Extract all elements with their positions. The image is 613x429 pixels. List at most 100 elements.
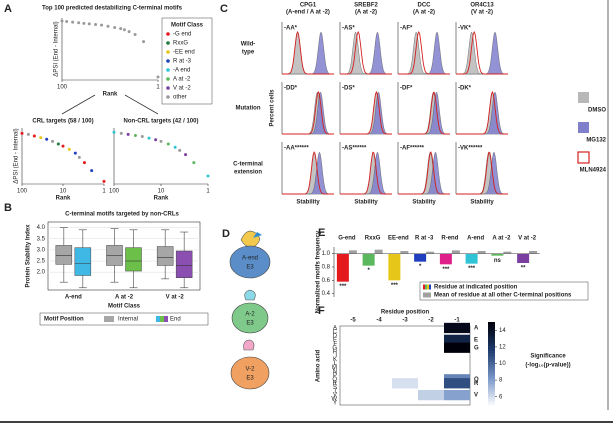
colorbar-step (488, 400, 495, 404)
mean-bar (503, 251, 512, 254)
histogram (340, 31, 392, 75)
colorbar-step (488, 365, 495, 368)
y-axis-label: ΔPSI (End - Internal) (54, 21, 60, 76)
significance-label: ** (521, 266, 526, 272)
y-tick-label: 1.0 (322, 251, 331, 257)
panel-label: D (222, 228, 230, 240)
significance-label: * (419, 264, 422, 270)
legend-swatch (166, 68, 170, 72)
histogram (340, 31, 392, 75)
legend-swatch (427, 284, 429, 290)
y-axis-label: Percent cells (270, 89, 276, 127)
histogram (456, 151, 508, 195)
column-subtitle: (A at -2) (413, 10, 435, 16)
y-tick-label: 2.0 (37, 270, 46, 276)
significance-label: *** (339, 284, 347, 290)
point (71, 20, 75, 24)
cell-label: -VK* (458, 26, 471, 32)
point (61, 144, 65, 148)
histogram (282, 90, 334, 135)
y-tick-label: 3.5 (37, 236, 46, 242)
panel-label: A (4, 3, 12, 15)
legend-swatch (160, 316, 164, 322)
point (127, 30, 131, 34)
histogram (340, 151, 392, 195)
colorbar-step (488, 382, 495, 385)
point (73, 151, 77, 155)
cell-label: -AA* (284, 26, 298, 32)
x-axis-label: Stability (470, 200, 494, 206)
point (140, 135, 144, 139)
e3-label: A-2 (245, 312, 255, 318)
point (20, 131, 24, 135)
x-axis-label: Stability (354, 200, 378, 206)
point (192, 161, 196, 165)
row-label: Wild- (241, 42, 256, 48)
legend-swatch (578, 92, 589, 103)
point (112, 130, 116, 134)
bar (439, 253, 452, 265)
colorbar-step (488, 330, 495, 333)
legend-title: Motif Position (44, 317, 84, 323)
colorbar-step (488, 359, 495, 362)
legend-swatch (166, 86, 170, 90)
colorbar-step (488, 384, 495, 387)
colorbar-step (488, 344, 495, 348)
x-tick-label: V at -2 (166, 295, 185, 301)
legend-label: DMSO (588, 108, 606, 114)
colorbar-step (488, 353, 495, 356)
colorbar-tick-label: 12 (499, 344, 506, 350)
e3-label: A-end (242, 256, 258, 262)
colorbar-step (488, 371, 495, 375)
legend-label: MG132 (586, 138, 606, 144)
column-subtitle: (A at -2) (355, 10, 377, 16)
histogram (340, 91, 392, 135)
point (51, 139, 55, 143)
plot-area (47, 221, 201, 291)
legend-swatch (429, 284, 431, 290)
significance-label: *** (468, 266, 476, 272)
legend-swatch (423, 284, 425, 290)
bar (336, 253, 349, 282)
point (77, 21, 81, 25)
cell-label: -DS* (342, 86, 355, 92)
colorbar-step (488, 392, 495, 395)
row-label: P (333, 373, 337, 379)
legend-swatch (578, 122, 589, 133)
legend-label: R at -3 (173, 59, 192, 65)
panel-title: C-terminal motifs targeted by non-CRLs (65, 212, 179, 218)
legend-swatch (166, 77, 170, 81)
colorbar-step (488, 326, 495, 329)
column-title: CPG1 (300, 3, 317, 9)
x-tick-label: RxxG (365, 236, 381, 242)
mean-bar (529, 251, 538, 254)
point (173, 145, 177, 149)
colorbar-step (488, 324, 495, 327)
x-tick-label: 1 (156, 85, 160, 91)
point (87, 22, 91, 26)
histogram (340, 92, 392, 135)
legend-swatch (425, 284, 427, 290)
panel-label: C (220, 3, 228, 15)
colorbar-step (488, 369, 495, 373)
mean-bar (374, 249, 383, 254)
box (74, 247, 92, 276)
histogram (282, 151, 334, 195)
row-label: E (333, 337, 337, 343)
point (133, 133, 137, 137)
mean-bar (426, 251, 435, 254)
row-label: G (332, 345, 337, 351)
highlight-label: R (474, 381, 479, 387)
point (90, 169, 94, 173)
plot-title: CRL targets (58 / 100) (32, 119, 93, 125)
heatmap-cell (444, 334, 470, 345)
column-title: DCC (418, 3, 432, 9)
y-axis-label: Protein Stability Index (26, 224, 32, 288)
column-title: OR4C13 (470, 3, 494, 9)
legend-swatch (166, 50, 170, 54)
colorbar-step (488, 390, 495, 393)
row-label: L (334, 361, 338, 367)
point (45, 137, 49, 141)
colorbar-step (488, 342, 495, 346)
x-tick-label: 100 (17, 189, 28, 195)
